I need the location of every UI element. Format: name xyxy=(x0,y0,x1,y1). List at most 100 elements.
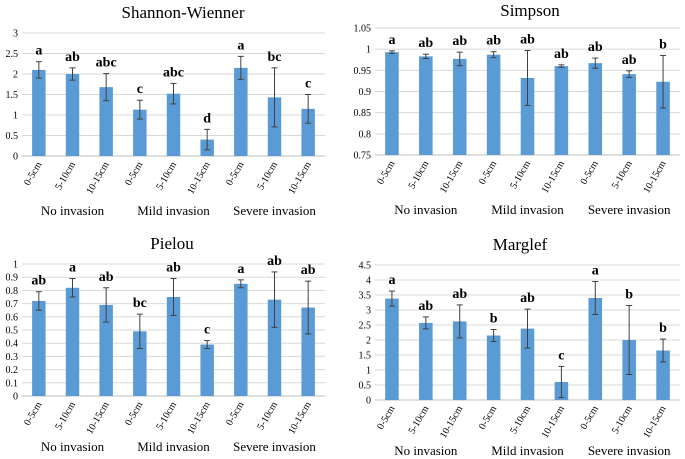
bar xyxy=(486,335,501,400)
error-bar xyxy=(204,128,211,151)
y-tick-label: 1 xyxy=(13,111,18,122)
panel-shannon-wienner: Shannon-Wienner 0 0.5 1 1.5 2 2.5 3 a 0-5cm ab 5-1… xyxy=(6,3,325,218)
error-bar xyxy=(524,308,531,349)
y-tick-label: 2 xyxy=(366,336,371,347)
bar xyxy=(133,331,147,396)
error-bar xyxy=(69,67,76,81)
group-label: No invasion xyxy=(394,202,458,217)
bar xyxy=(520,328,535,400)
x-tick-label: 5-10cm xyxy=(255,160,280,192)
error-bar xyxy=(388,50,395,54)
x-tick-label: 5-10cm xyxy=(407,404,432,436)
panel-marglef: Marglef 00.511.522.533.544.5a0-5cmab5-10… xyxy=(359,235,680,458)
group-label: Mild invasion xyxy=(491,443,564,458)
error-bar xyxy=(305,94,312,124)
x-tick-label: 10-15cm xyxy=(286,400,313,436)
error-bar xyxy=(305,280,312,335)
bar xyxy=(486,54,501,155)
error-bar xyxy=(271,67,278,128)
error-bar xyxy=(388,290,395,307)
y-tick-label: 0.2 xyxy=(6,365,19,376)
significance-letter: ab xyxy=(301,263,316,278)
y-tick-label: 4 xyxy=(366,276,371,287)
y-tick-label: 1 xyxy=(366,45,371,56)
x-tick-label: 10-15cm xyxy=(540,404,567,440)
significance-letter: a xyxy=(388,273,395,288)
x-tick-label: 10-15cm xyxy=(185,400,212,436)
significance-letter: ab xyxy=(622,53,637,68)
significance-letter: c xyxy=(558,348,564,363)
y-tick-label: 1.5 xyxy=(6,90,19,101)
y-tick-label: 3 xyxy=(366,306,371,317)
bar xyxy=(452,321,467,400)
error-bar xyxy=(660,55,667,109)
significance-letter: c xyxy=(137,82,143,97)
bar xyxy=(452,58,467,155)
panel-simpson: Simpson 0.75 0.8 0.85 0.9 0.95 1 1.05 a 0-5cm ab 5… xyxy=(354,1,680,217)
x-tick-label: 0-5cm xyxy=(123,160,145,188)
y-tick-label: 1 xyxy=(366,366,371,377)
x-tick-label: 0-5cm xyxy=(477,159,499,187)
y-tick-label: 0.6 xyxy=(6,312,19,323)
significance-letter: ab xyxy=(452,287,467,302)
significance-letter: c xyxy=(204,323,210,338)
group-label: Severe invasion xyxy=(588,202,671,217)
significance-letter: bc xyxy=(133,296,147,311)
y-tick-label: 0 xyxy=(366,396,371,407)
group-label: Severe invasion xyxy=(233,439,316,454)
bar xyxy=(385,52,399,155)
y-tick-label: 3.5 xyxy=(359,291,372,302)
y-tick-label: 0.85 xyxy=(354,108,372,119)
error-bar xyxy=(660,338,667,363)
group-label: Mild invasion xyxy=(137,203,210,218)
y-tick-label: 1 xyxy=(13,260,18,271)
x-tick-label: 10-15cm xyxy=(84,160,111,196)
x-tick-label: 5-10cm xyxy=(407,159,432,191)
group-label: Mild invasion xyxy=(491,202,564,217)
significance-letter: a xyxy=(388,33,395,48)
significance-letter: bc xyxy=(268,50,282,65)
x-tick-label: 10-15cm xyxy=(438,159,465,195)
y-tick-label: 0.8 xyxy=(359,129,372,140)
error-bar xyxy=(35,291,42,311)
significance-letter: a xyxy=(592,264,599,279)
group-label: No invasion xyxy=(394,443,458,458)
significance-letter: ab xyxy=(99,270,114,285)
x-tick-label: 10-15cm xyxy=(641,404,668,440)
significance-letter: a xyxy=(237,262,244,277)
x-tick-label: 0-5cm xyxy=(579,159,601,187)
x-tick-label: 0-5cm xyxy=(375,159,397,187)
error-bar xyxy=(103,287,110,323)
error-bar xyxy=(170,278,177,316)
y-tick-label: 0.5 xyxy=(6,131,19,142)
bar xyxy=(656,350,670,400)
bar xyxy=(32,300,46,396)
significance-letter: ab xyxy=(588,40,603,55)
error-bar xyxy=(170,82,177,105)
significance-letter: abc xyxy=(163,65,184,80)
error-bar xyxy=(271,271,278,328)
bar xyxy=(419,322,433,400)
x-tick-label: 5-10cm xyxy=(610,159,635,191)
error-bar xyxy=(35,61,42,79)
y-tick-label: 0.5 xyxy=(6,326,19,337)
significance-letter: ab xyxy=(486,34,501,49)
error-bar xyxy=(103,73,110,102)
x-tick-label: 10-15cm xyxy=(185,160,212,196)
bar xyxy=(588,298,603,400)
significance-letter: c xyxy=(305,77,311,92)
bar xyxy=(301,307,315,396)
bar xyxy=(622,74,636,155)
bar xyxy=(234,283,248,396)
x-tick-label: 5-10cm xyxy=(154,160,179,192)
x-tick-label: 5-10cm xyxy=(610,404,635,436)
significance-letter: a xyxy=(35,44,42,59)
significance-letter: d xyxy=(203,111,211,126)
y-tick-label: 0.3 xyxy=(6,352,19,363)
bar xyxy=(200,344,214,396)
significance-letter: ab xyxy=(418,299,433,314)
error-bar xyxy=(456,51,463,67)
significance-letter: b xyxy=(659,321,667,336)
error-bar xyxy=(490,51,497,59)
